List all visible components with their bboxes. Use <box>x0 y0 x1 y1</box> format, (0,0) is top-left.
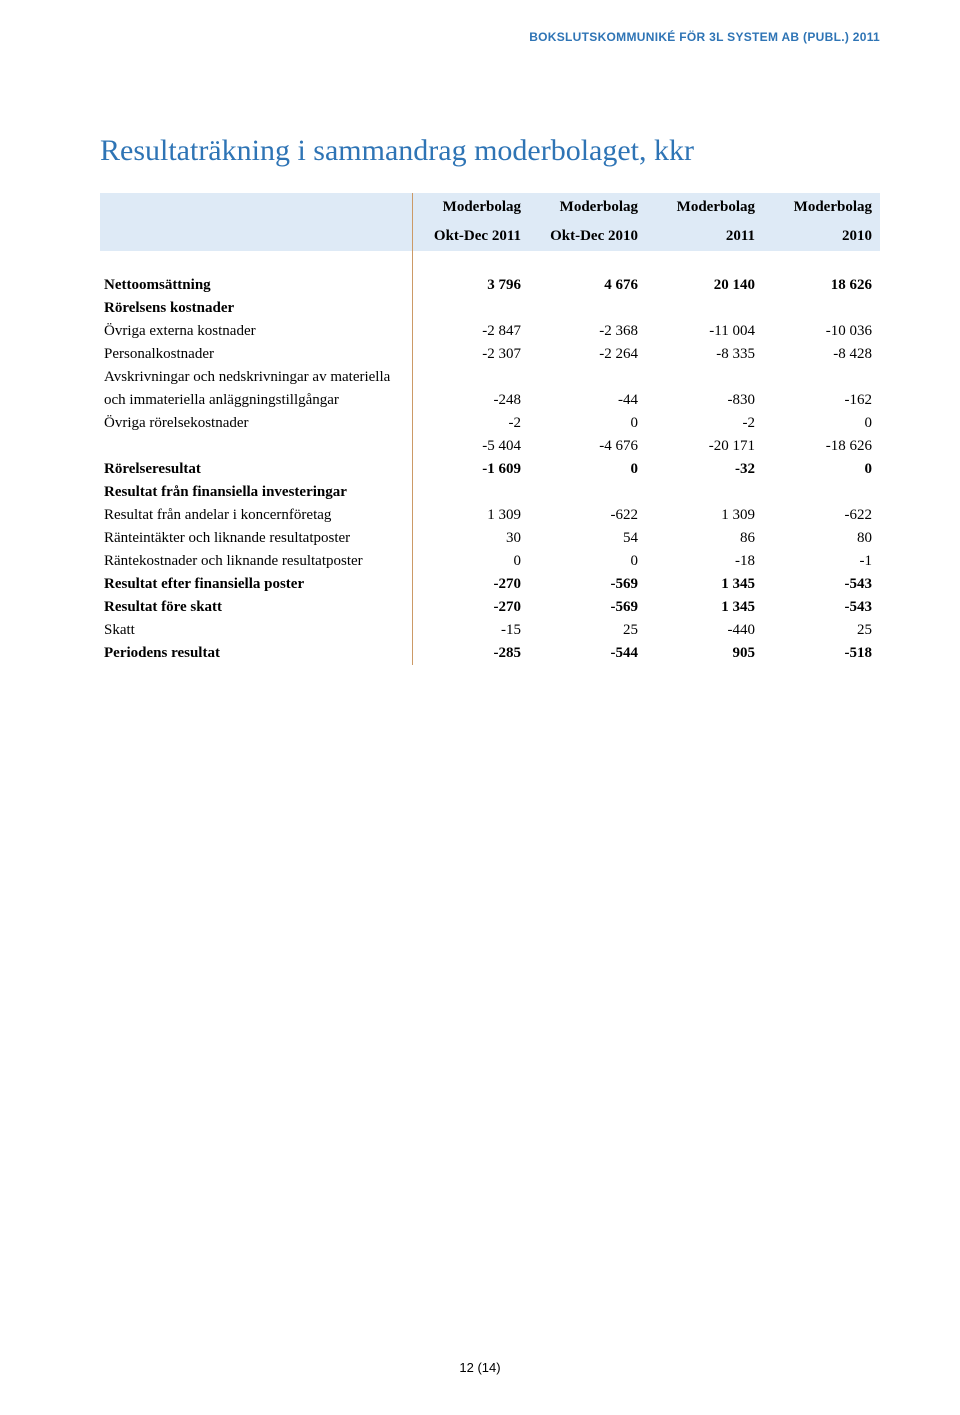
row-fin-inv-head: Resultat från finansiella investeringar <box>100 481 880 504</box>
row-periodens-resultat: Periodens resultat -285 -544 905 -518 <box>100 642 880 665</box>
label: Resultat från andelar i koncernföretag <box>100 504 412 527</box>
label: Skatt <box>100 619 412 642</box>
page: BOKSLUTSKOMMUNIKÉ FÖR 3L SYSTEM AB (PUBL… <box>0 0 960 1415</box>
label: och immateriella anläggningstillgångar <box>100 389 412 412</box>
row-skatt: Skatt -15 25 -440 25 <box>100 619 880 642</box>
label: Personalkostnader <box>100 343 412 366</box>
label: Periodens resultat <box>100 642 412 665</box>
row-resultat-efter-finansiella: Resultat efter finansiella poster -270 -… <box>100 573 880 596</box>
col2-bot: Okt-Dec 2010 <box>529 222 646 251</box>
label: Rörelseresultat <box>100 458 412 481</box>
col3-bot: 2011 <box>646 222 763 251</box>
col4-top: Moderbolag <box>763 193 880 222</box>
col3-top: Moderbolag <box>646 193 763 222</box>
label: Resultat efter finansiella poster <box>100 573 412 596</box>
row-andelar-koncern: Resultat från andelar i koncernföretag 1… <box>100 504 880 527</box>
page-number: 12 (14) <box>0 1360 960 1375</box>
label: Nettoomsättning <box>100 274 412 297</box>
income-statement-table: Moderbolag Moderbolag Moderbolag Moderbo… <box>100 193 880 665</box>
row-avskrivningar-line1: Avskrivningar och nedskrivningar av mate… <box>100 366 880 389</box>
row-avskrivningar-line2: och immateriella anläggningstillgångar -… <box>100 389 880 412</box>
row-personalkostnader: Personalkostnader -2 307 -2 264 -8 335 -… <box>100 343 880 366</box>
label: Resultat från finansiella investeringar <box>100 481 412 504</box>
row-rorelseresultat: Rörelseresultat -1 609 0 -32 0 <box>100 458 880 481</box>
row-rantekostnader: Räntekostnader och liknande resultatpost… <box>100 550 880 573</box>
label: Rörelsens kostnader <box>100 297 412 320</box>
col1-top: Moderbolag <box>412 193 529 222</box>
v1: 3 796 <box>412 274 529 297</box>
col2-top: Moderbolag <box>529 193 646 222</box>
col1-bot: Okt-Dec 2011 <box>412 222 529 251</box>
row-ovriga-rorelsekostnader: Övriga rörelsekostnader -2 0 -2 0 <box>100 412 880 435</box>
v3: 20 140 <box>646 274 763 297</box>
label: Övriga externa kostnader <box>100 320 412 343</box>
v4: 18 626 <box>763 274 880 297</box>
v2: 4 676 <box>529 274 646 297</box>
label: Räntekostnader och liknande resultatpost… <box>100 550 412 573</box>
label: Avskrivningar och nedskrivningar av mate… <box>100 366 412 389</box>
label: Övriga rörelsekostnader <box>100 412 412 435</box>
row-ovriga-externa: Övriga externa kostnader -2 847 -2 368 -… <box>100 320 880 343</box>
row-kostnader-subtotal: -5 404 -4 676 -20 171 -18 626 <box>100 435 880 458</box>
col4-bot: 2010 <box>763 222 880 251</box>
label: Ränteintäkter och liknande resultatposte… <box>100 527 412 550</box>
table-header: Moderbolag Moderbolag Moderbolag Moderbo… <box>100 193 880 251</box>
page-title: Resultaträkning i sammandrag moderbolage… <box>100 134 880 168</box>
row-resultat-fore-skatt: Resultat före skatt -270 -569 1 345 -543 <box>100 596 880 619</box>
label: Resultat före skatt <box>100 596 412 619</box>
document-header: BOKSLUTSKOMMUNIKÉ FÖR 3L SYSTEM AB (PUBL… <box>100 30 880 44</box>
row-ranteintakter: Ränteintäkter och liknande resultatposte… <box>100 527 880 550</box>
row-nettoomsattning: Nettoomsättning 3 796 4 676 20 140 18 62… <box>100 274 880 297</box>
row-rorelsens-kostnader-head: Rörelsens kostnader <box>100 297 880 320</box>
